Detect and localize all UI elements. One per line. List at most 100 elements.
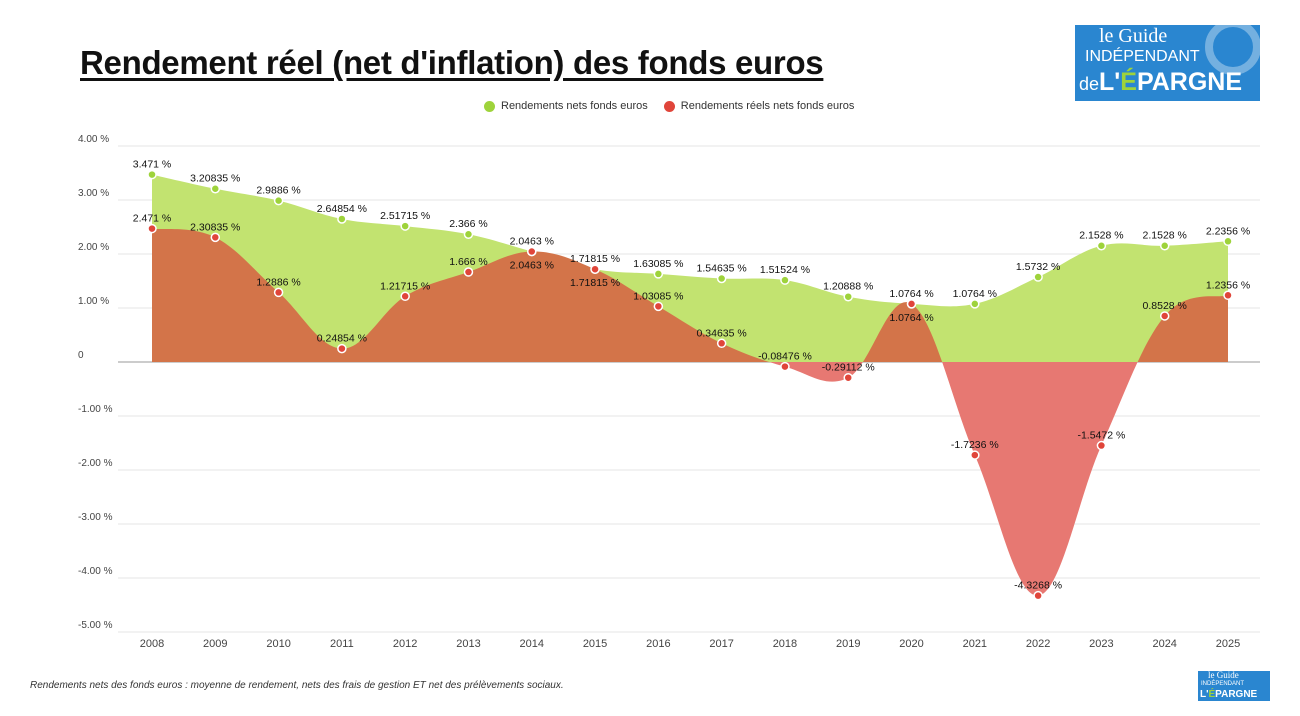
y-tick-label: -1.00 % — [78, 404, 113, 415]
area-real-negative — [152, 362, 1228, 596]
legend: Rendements nets fonds euros Rendements r… — [484, 100, 854, 112]
data-label-real: 2.471 % — [133, 213, 172, 225]
legend-item-net[interactable]: Rendements nets fonds euros — [484, 100, 648, 112]
y-tick-label: -3.00 % — [78, 512, 113, 523]
data-label-real: -0.08476 % — [758, 351, 812, 363]
point-real — [970, 450, 980, 460]
point-real — [147, 223, 157, 234]
data-label-real: 1.2356 % — [1206, 279, 1250, 291]
point-real — [653, 301, 664, 312]
data-label-net: 1.63085 % — [633, 258, 683, 270]
point-net — [147, 169, 157, 180]
area-real-positive — [152, 228, 1228, 362]
x-tick-label: 2024 — [1152, 638, 1176, 650]
legend-marker-green — [484, 100, 495, 112]
point-net — [780, 275, 790, 285]
point-real — [210, 232, 221, 243]
data-label-net: 2.1528 % — [1079, 230, 1123, 242]
data-label-real: -1.5472 % — [1077, 430, 1125, 442]
point-real — [400, 291, 410, 302]
data-label-net: 1.0764 % — [953, 288, 997, 300]
y-tick-label: -2.00 % — [78, 458, 113, 469]
point-real — [1033, 590, 1043, 601]
y-tick-label: 4.00 % — [78, 134, 109, 145]
data-label-net: 1.20888 % — [823, 281, 873, 293]
data-label-net: 2.0463 % — [510, 235, 554, 247]
point-real — [906, 299, 917, 309]
legend-item-real[interactable]: Rendements réels nets fonds euros — [663, 100, 855, 112]
point-real — [590, 264, 600, 274]
data-label-real: 0.34635 % — [697, 327, 747, 339]
x-tick-label: 2012 — [393, 638, 417, 650]
point-real — [716, 338, 727, 349]
point-real — [527, 246, 537, 257]
data-label-net: 1.5732 % — [1016, 261, 1060, 273]
point-real — [273, 287, 284, 298]
point-net — [463, 229, 474, 239]
y-tick-label: 3.00 % — [78, 188, 109, 199]
data-label-net: 1.51524 % — [760, 264, 810, 276]
x-tick-label: 2008 — [140, 638, 164, 650]
y-tick-label: 2.00 % — [78, 242, 109, 253]
data-label-real: 1.666 % — [449, 256, 488, 268]
x-tick-label: 2019 — [836, 638, 860, 650]
data-label-real: 0.24854 % — [317, 333, 367, 345]
point-net — [716, 273, 727, 284]
y-tick-label: 0 — [78, 350, 84, 361]
data-label-net: 2.51715 % — [380, 210, 430, 222]
data-label-net: 3.471 % — [133, 159, 172, 171]
data-label-real: 1.0764 % — [889, 312, 933, 324]
point-real — [780, 361, 790, 372]
point-net — [653, 269, 664, 279]
legend-label: Rendements nets fonds euros — [501, 100, 648, 112]
point-real — [463, 267, 474, 277]
point-real — [1096, 440, 1107, 451]
x-tick-label: 2021 — [963, 638, 987, 650]
data-label-real: 2.0463 % — [510, 259, 554, 271]
data-label-net: 1.71815 % — [570, 253, 620, 265]
data-label-net: 3.20835 % — [190, 173, 240, 185]
data-label-real: -0.29112 % — [822, 362, 875, 374]
footnote: Rendements nets des fonds euros : moyenn… — [30, 680, 564, 691]
page-title: Rendement réel (net d'inflation) des fon… — [80, 44, 824, 81]
point-net — [1033, 272, 1043, 282]
data-label-net: 2.64854 % — [317, 203, 367, 215]
y-tick-label: -4.00 % — [78, 566, 113, 577]
data-label-net: 2.9886 % — [256, 185, 300, 197]
data-label-net: 2.1528 % — [1143, 230, 1187, 242]
guide-epargne-logo: le Guide INDÉPENDANT deL'ÉPARGNE — [1075, 25, 1260, 101]
x-tick-label: 2020 — [899, 638, 923, 650]
data-label-net: 2.366 % — [449, 218, 488, 230]
point-net — [400, 221, 410, 231]
guide-epargne-logo-small: le Guide INDÉPENDANT L'ÉPARGNE — [1198, 671, 1270, 701]
point-real — [1223, 290, 1233, 301]
x-tick-label: 2018 — [773, 638, 797, 650]
data-label-real: 2.30835 % — [190, 221, 240, 233]
data-label-real: 1.21715 % — [380, 280, 430, 292]
data-label-real: 0.8528 % — [1143, 300, 1187, 312]
point-real — [843, 372, 853, 383]
point-real — [1159, 311, 1170, 321]
x-tick-label: 2017 — [709, 638, 733, 650]
x-tick-label: 2014 — [520, 638, 544, 650]
data-label-real: -4.3268 % — [1014, 580, 1062, 592]
x-tick-label: 2013 — [456, 638, 480, 650]
point-net — [210, 183, 221, 194]
point-net — [970, 299, 980, 309]
data-label-real: 1.03085 % — [633, 290, 683, 302]
data-label-net: 2.2356 % — [1206, 225, 1250, 237]
x-tick-label: 2023 — [1089, 638, 1113, 650]
data-label-real: -1.7236 % — [951, 439, 999, 451]
x-tick-label: 2010 — [266, 638, 290, 650]
x-tick-label: 2009 — [203, 638, 227, 650]
x-tick-label: 2011 — [330, 638, 354, 650]
data-label-net: 1.0764 % — [889, 288, 933, 300]
point-net — [1223, 236, 1233, 247]
y-tick-label: 1.00 % — [78, 296, 109, 307]
point-net — [273, 195, 284, 206]
legend-label: Rendements réels nets fonds euros — [680, 100, 855, 112]
point-net — [337, 214, 347, 224]
point-real — [337, 343, 347, 354]
data-label-net: 1.54635 % — [697, 262, 747, 274]
